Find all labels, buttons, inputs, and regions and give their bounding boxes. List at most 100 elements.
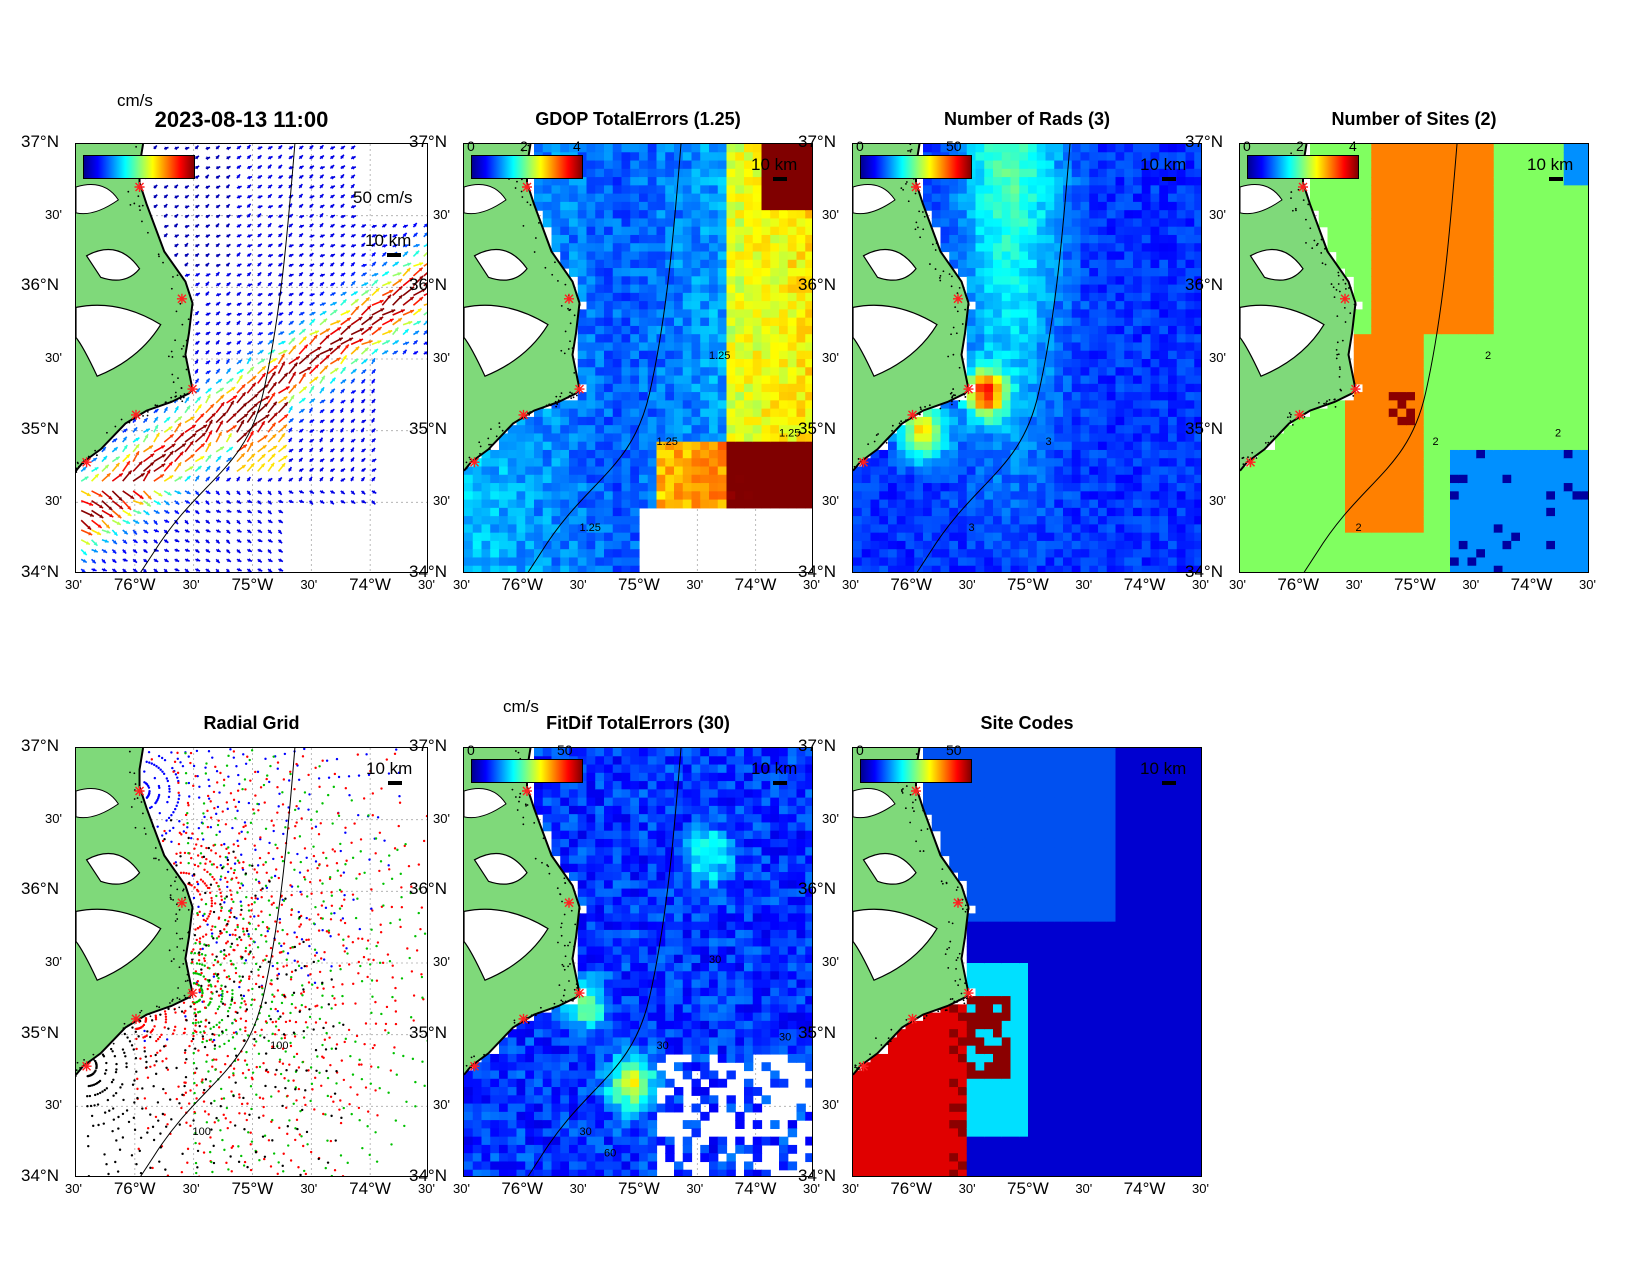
- lon-label: 30': [1192, 577, 1209, 592]
- colorbar-tick: 4: [1349, 138, 1357, 154]
- lon-label: 30': [1462, 577, 1480, 592]
- lon-label: 75°W: [1007, 1179, 1049, 1198]
- lat-label: 30': [45, 810, 62, 826]
- contour-label: 30: [709, 954, 721, 966]
- scale-label: 10 km: [1527, 155, 1574, 174]
- lon-label: 30': [1345, 577, 1363, 592]
- map-canvas: 30 30 30 30 60: [464, 748, 812, 1176]
- lat-label: 30': [433, 1097, 450, 1113]
- lon-label: 30': [453, 577, 470, 592]
- scale-label: 10 km: [751, 155, 798, 174]
- lat-label: 35°N: [798, 1022, 836, 1042]
- scale-label: 10 km: [1140, 759, 1187, 778]
- contour-label: 60: [604, 1148, 616, 1160]
- lat-label: 34°N: [21, 1166, 59, 1185]
- colorbar: [83, 155, 195, 179]
- lat-label: 30': [433, 493, 450, 509]
- lat-label: 34°N: [21, 562, 59, 581]
- lat-label: 35°N: [409, 418, 447, 438]
- lon-label: 30': [453, 1181, 470, 1196]
- lat-label: 30': [433, 350, 450, 365]
- lon-label: 74°W: [734, 1179, 777, 1198]
- map-frame: 1.25 1.25 1.25 1.25: [463, 143, 813, 573]
- map-frame: 30 30 30 30 60: [463, 747, 813, 1177]
- colorbar-tick: 50: [946, 742, 962, 758]
- lat-label: 30': [822, 206, 839, 222]
- lon-label: 74°W: [1123, 575, 1166, 594]
- contour-label: 2: [1485, 350, 1491, 362]
- lat-label: 36°N: [798, 879, 836, 899]
- lat-label: 37°N: [21, 132, 59, 151]
- map-canvas: 33: [853, 144, 1201, 572]
- lon-label: 30': [1229, 577, 1246, 592]
- lat-label: 30': [822, 954, 839, 969]
- lat-label: 30': [45, 954, 62, 969]
- contour-label: 100: [192, 1126, 210, 1138]
- lat-label: 37°N: [798, 132, 836, 151]
- lat-label: 37°N: [409, 132, 447, 151]
- lon-label: 76°W: [1277, 575, 1320, 594]
- contour-label: 30: [580, 1126, 592, 1138]
- lon-label: 30': [1579, 577, 1596, 592]
- lon-label: 30': [569, 1181, 587, 1196]
- contour-label: 30: [657, 1040, 669, 1052]
- map-canvas: [76, 144, 427, 572]
- lat-label: 30': [433, 206, 450, 222]
- lon-label: 30': [65, 577, 82, 592]
- lat-label: 30': [822, 1097, 839, 1113]
- lat-label: 30': [1209, 493, 1226, 509]
- lat-label: 30': [433, 954, 450, 969]
- panel-title: Site Codes: [980, 713, 1074, 733]
- colorbar-tick: 0: [856, 138, 864, 154]
- colorbar-tick: 50: [557, 742, 573, 758]
- colorbar: [860, 759, 972, 783]
- lon-label: 30': [418, 1181, 435, 1196]
- map-frame: [75, 143, 428, 573]
- contour-label: 3: [969, 522, 975, 534]
- lon-label: 30': [686, 1181, 704, 1196]
- lon-label: 76°W: [501, 1179, 544, 1198]
- contour-label: 2: [1356, 522, 1362, 534]
- lon-label: 75°W: [1007, 575, 1049, 594]
- lon-label: 30': [803, 1181, 820, 1196]
- scale-bar: [1162, 781, 1176, 785]
- contour-label: 1.25: [657, 436, 678, 448]
- panel-title: Radial Grid: [203, 713, 300, 733]
- lat-label: 30': [822, 493, 839, 509]
- contour-label: 1.25: [580, 522, 601, 534]
- lat-label: 30': [822, 350, 839, 365]
- scale-label: 10 km: [366, 759, 413, 778]
- panel-title: 2023-08-13 11:00: [154, 107, 329, 132]
- lat-label: 36°N: [409, 275, 447, 295]
- lat-label: 30': [45, 350, 62, 365]
- lon-label: 74°W: [1510, 575, 1553, 594]
- lat-label: 37°N: [409, 736, 447, 755]
- lon-label: 30': [569, 577, 587, 592]
- contour-label: 100: [270, 1040, 288, 1052]
- lon-label: 30': [1075, 577, 1093, 592]
- panel-title: Number of Sites (2): [1331, 109, 1497, 129]
- lon-label: 75°W: [1394, 575, 1436, 594]
- lat-label: 35°N: [21, 1022, 59, 1042]
- colorbar-tick: 0: [467, 742, 475, 758]
- colorbar: [1247, 155, 1359, 179]
- scale-bar: [387, 253, 401, 257]
- lat-label: 37°N: [21, 736, 59, 755]
- scale-bar: [1549, 177, 1563, 181]
- lon-label: 76°W: [501, 575, 544, 594]
- lon-label: 30': [182, 577, 200, 592]
- lon-label: 30': [686, 577, 704, 592]
- colorbar-tick: 0: [1243, 138, 1251, 154]
- map-frame: 2 2 2 2: [1239, 143, 1589, 573]
- colorbar-tick: 0: [467, 138, 475, 154]
- map-canvas: 2 2 2 2: [1240, 144, 1588, 572]
- lat-label: 34°N: [1185, 562, 1223, 581]
- lon-label: 30': [1192, 1181, 1209, 1196]
- lat-label: 30': [45, 1097, 62, 1113]
- lon-label: 76°W: [890, 575, 933, 594]
- map-canvas: [853, 748, 1201, 1176]
- map-frame: [852, 747, 1202, 1177]
- lat-label: 35°N: [1185, 418, 1223, 438]
- contour-label: 2: [1555, 427, 1561, 439]
